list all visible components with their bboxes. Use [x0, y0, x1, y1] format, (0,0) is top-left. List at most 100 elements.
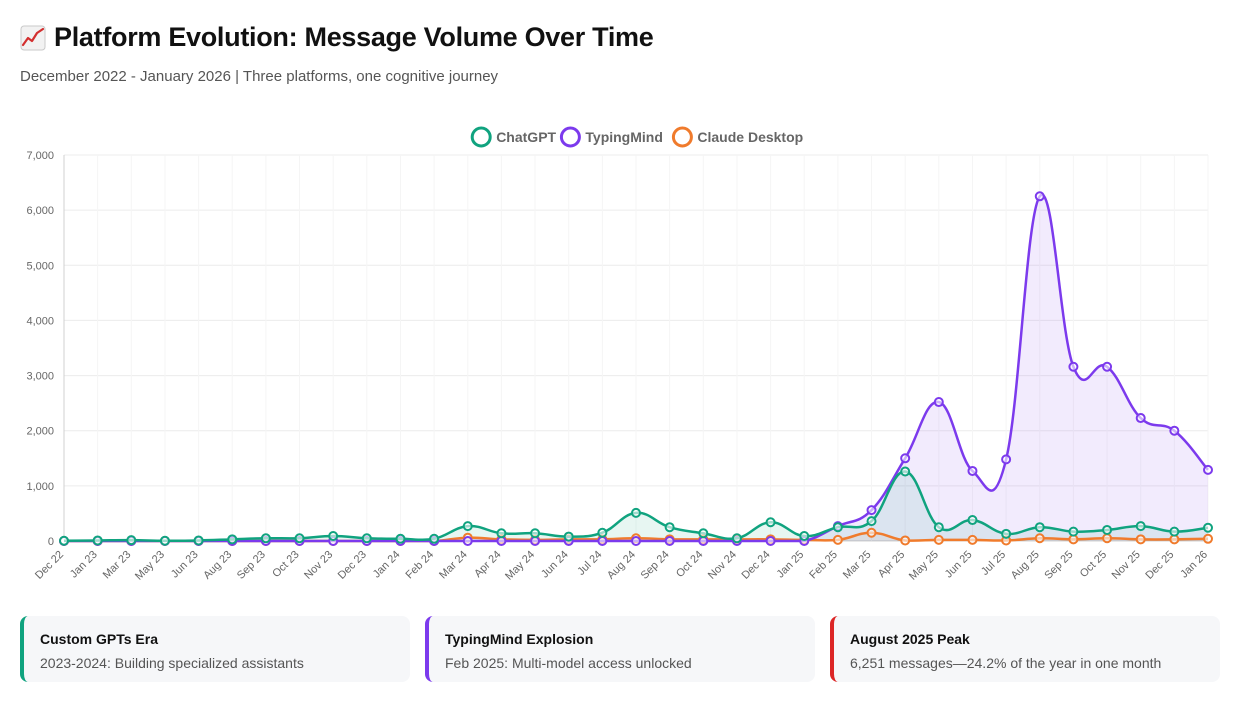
data-point — [1102, 524, 1113, 535]
data-point — [1001, 454, 1012, 465]
x-tick-label: Mar 24 — [437, 549, 470, 582]
legend-swatch — [671, 126, 693, 148]
x-tick-label: Jul 24 — [575, 549, 604, 578]
data-point — [1068, 361, 1079, 372]
x-tick-label: Feb 24 — [404, 549, 437, 582]
chart-legend: ChatGPT TypingMind Claude Desktop — [470, 126, 803, 148]
page-title-text: Platform Evolution: Message Volume Over … — [54, 22, 654, 52]
data-point — [1135, 413, 1146, 424]
legend-swatch — [559, 126, 581, 148]
data-point — [866, 516, 877, 527]
legend-item: ChatGPT — [470, 126, 557, 148]
insight-card-title: August 2025 Peak — [850, 631, 970, 647]
data-point — [967, 534, 978, 545]
data-point — [59, 535, 69, 546]
x-tick-label: Jan 26 — [1178, 549, 1210, 581]
chart-increasing-icon — [20, 25, 46, 50]
data-point — [429, 533, 440, 544]
data-point — [1102, 533, 1113, 544]
x-tick-label: Sep 24 — [639, 549, 672, 582]
data-point — [1203, 533, 1213, 544]
data-point — [765, 536, 776, 546]
x-tick-label: Mar 25 — [841, 549, 874, 582]
legend-item: TypingMind — [559, 126, 663, 148]
x-tick-label: Nov 25 — [1110, 549, 1143, 582]
data-point — [698, 528, 709, 539]
data-point — [462, 521, 473, 532]
x-tick-label: Feb 25 — [807, 549, 840, 582]
legend-item: Claude Desktop — [671, 126, 803, 148]
data-point — [260, 533, 271, 544]
data-point — [631, 536, 641, 546]
data-point — [1169, 425, 1180, 436]
y-tick-label: 6,000 — [26, 205, 54, 217]
data-point — [967, 465, 978, 476]
x-tick-label: Nov 23 — [302, 549, 335, 582]
data-point — [563, 531, 574, 542]
x-tick-label: Dec 22 — [33, 549, 66, 582]
y-tick-label: 3,000 — [26, 371, 54, 383]
x-tick-label: Jun 23 — [169, 549, 201, 581]
x-tick-label: Aug 23 — [201, 549, 234, 582]
data-point — [159, 535, 170, 546]
x-tick-label: Dec 25 — [1143, 549, 1176, 582]
data-point — [900, 466, 911, 477]
insight-card-body: 6,251 messages—24.2% of the year in one … — [850, 655, 1162, 671]
insight-card-title: TypingMind Explosion — [445, 631, 594, 647]
x-tick-label: Apr 25 — [876, 549, 907, 580]
data-point — [395, 533, 406, 544]
data-point — [227, 534, 238, 545]
data-point — [1135, 534, 1146, 545]
x-tick-label: Jan 23 — [68, 549, 100, 581]
line-chart: 0 1,000 2,000 3,000 4,000 5,000 6,000 7,000 Dec … — [26, 126, 1213, 583]
x-tick-label: Jan 24 — [371, 549, 403, 581]
insight-card: Custom GPTs Era 2023-2024: Building spec… — [20, 616, 410, 682]
data-point — [832, 534, 843, 545]
x-tick-label: Jun 25 — [943, 549, 975, 581]
insight-card: August 2025 Peak 6,251 messages—24.2% of… — [830, 616, 1220, 682]
legend-label: ChatGPT — [496, 129, 556, 145]
x-tick-label: May 23 — [133, 549, 167, 583]
x-tick-label: Nov 24 — [706, 549, 739, 582]
data-point — [832, 522, 843, 533]
x-tick-label: Oct 25 — [1078, 549, 1109, 580]
data-point — [1102, 361, 1113, 372]
legend-label: TypingMind — [585, 129, 663, 145]
page-subtitle: December 2022 - January 2026 | Three pla… — [20, 68, 499, 85]
x-tick-label: Aug 25 — [1009, 549, 1042, 582]
series-area-typingmind — [64, 194, 1208, 541]
data-point — [866, 505, 877, 516]
data-point — [967, 515, 978, 526]
x-tick-label: Apr 24 — [472, 549, 503, 580]
y-tick-label: 7,000 — [26, 150, 54, 162]
y-tick-label: 1,000 — [26, 481, 54, 493]
data-point — [496, 528, 507, 539]
data-point — [597, 527, 608, 538]
insight-card-title: Custom GPTs Era — [40, 631, 158, 647]
series-points-chatgpt — [59, 466, 1213, 546]
y-tick-label: 5,000 — [26, 260, 54, 272]
x-tick-label: Jul 25 — [979, 549, 1008, 578]
x-tick-label: Sep 25 — [1042, 549, 1075, 582]
data-point — [1203, 522, 1213, 533]
legend-label: Claude Desktop — [697, 129, 803, 145]
series-area-chatgpt — [64, 471, 1208, 541]
data-point — [1203, 464, 1213, 475]
insight-card: TypingMind Explosion Feb 2025: Multi-mod… — [425, 616, 815, 682]
x-tick-label: Dec 23 — [336, 549, 369, 582]
data-point — [933, 534, 944, 545]
insight-card-body: Feb 2025: Multi-model access unlocked — [445, 655, 692, 671]
insight-cards: Custom GPTs Era 2023-2024: Building spec… — [20, 616, 1220, 682]
data-point — [799, 531, 810, 542]
data-point — [731, 533, 742, 544]
data-point — [328, 531, 339, 542]
data-point — [1135, 521, 1146, 532]
y-tick-label: 0 — [48, 536, 54, 548]
x-tick-label: Jan 25 — [775, 549, 807, 581]
data-point — [765, 517, 776, 528]
data-point — [1068, 526, 1079, 537]
data-point — [866, 527, 877, 538]
x-tick-label: May 24 — [503, 549, 537, 583]
x-tick-label: Jun 24 — [539, 549, 571, 581]
x-tick-label: Oct 24 — [674, 549, 705, 580]
